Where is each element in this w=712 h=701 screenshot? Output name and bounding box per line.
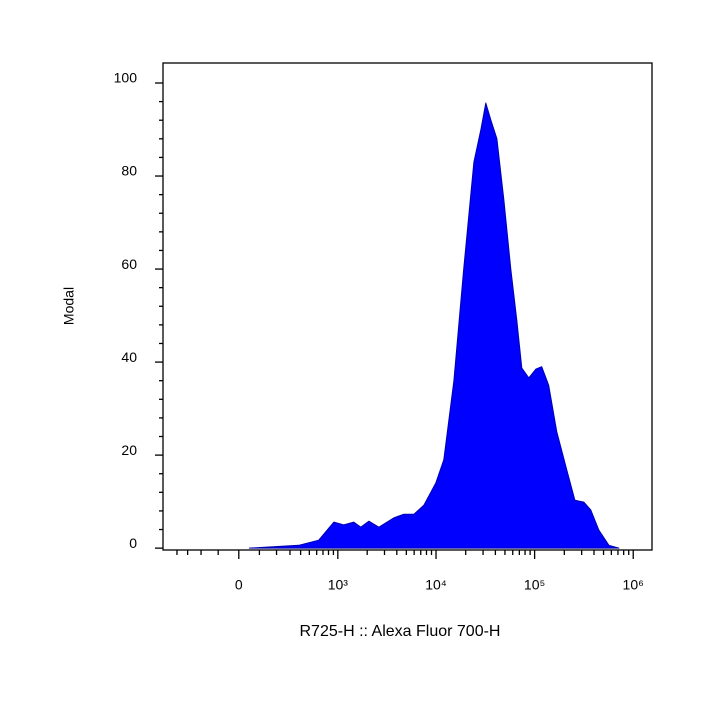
y-tick-label: 40 [121,349,137,365]
x-tick-label: 10³ [328,577,349,593]
y-tick-label: 80 [121,163,137,179]
y-tick-label: 0 [129,535,137,551]
plot-frame [162,62,653,551]
y-axis-label: Modal [61,287,77,325]
x-tick-label: 0 [235,577,243,593]
histogram-area [248,102,620,549]
x-axis-label: R725-H :: Alexa Fluor 700-H [300,623,501,640]
y-tick-label: 100 [114,70,138,86]
y-tick-label: 60 [121,256,137,272]
x-tick-label: 10⁴ [425,577,447,593]
x-tick-label: 10⁶ [623,577,644,593]
y-tick-label: 20 [121,442,137,458]
x-tick-label: 10⁵ [524,577,545,593]
